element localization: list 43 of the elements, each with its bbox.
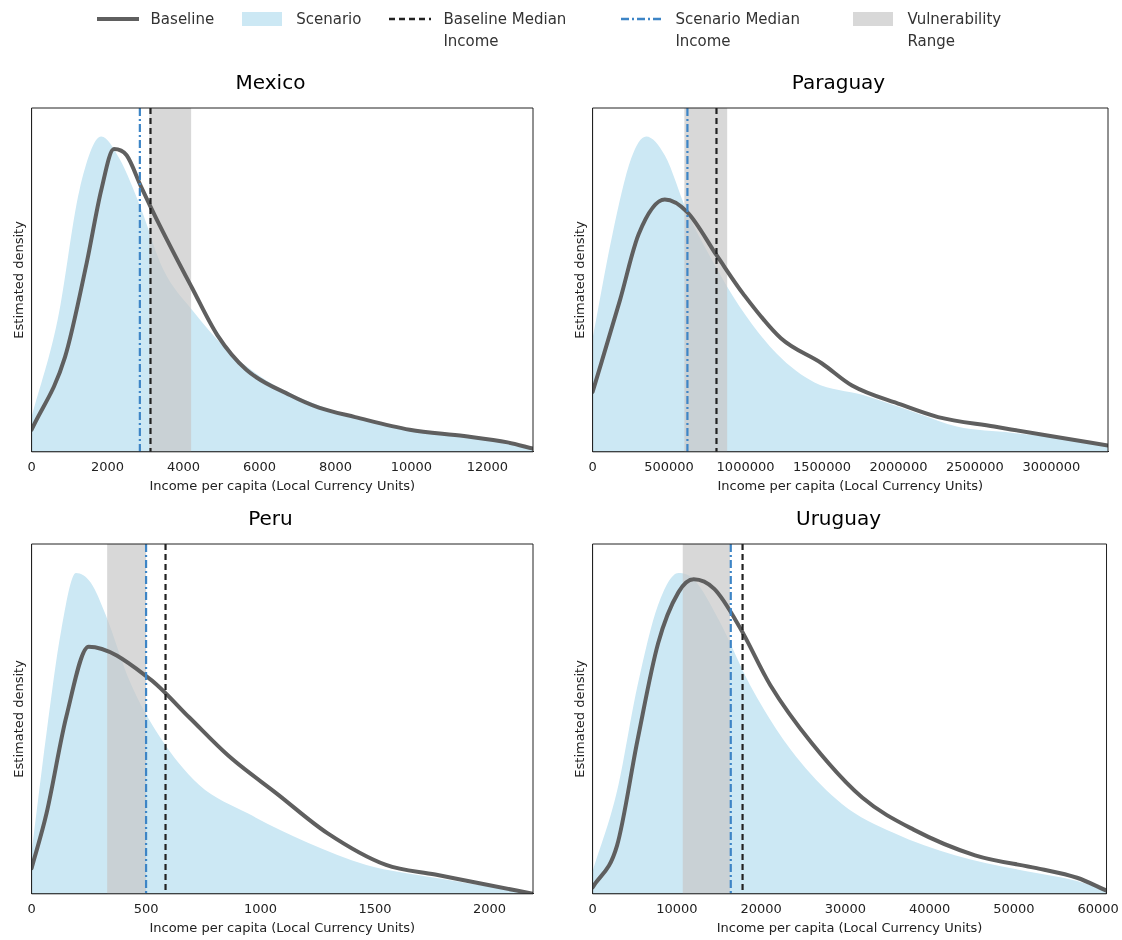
x-tick-label: 60000 [1077, 900, 1119, 916]
x-tick-label: 0 [27, 458, 36, 474]
legend-label: Vulnerability Range [907, 9, 1003, 52]
x-tick-label: 2000 [91, 458, 125, 474]
x-tick-label: 0 [27, 900, 36, 916]
chart-title: Peru [248, 506, 293, 531]
x-tick-label: 0 [588, 458, 597, 474]
y-axis-title: Estimated density [11, 220, 27, 339]
x-tick-label: 500 [133, 900, 159, 916]
legend-label: Scenario Median Income [675, 9, 801, 52]
y-axis-title: Estimated density [11, 659, 27, 778]
x-tick-label: 10000 [656, 900, 698, 916]
x-tick-label: 4000 [166, 458, 201, 474]
x-tick-label: 3000000 [1022, 458, 1081, 474]
chart-title: Paraguay [791, 70, 886, 95]
x-tick-label: 0 [588, 900, 597, 916]
x-tick-label: 1500 [358, 900, 392, 916]
x-tick-label: 6000 [242, 458, 277, 474]
x-tick-label: 1000000 [716, 458, 775, 474]
x-tick-label: 12000 [466, 458, 509, 474]
x-tick-label: 10000 [390, 458, 433, 474]
x-tick-label: 500000 [644, 458, 694, 474]
x-axis-title: Income per capita (Local Currency Units) [717, 477, 984, 493]
x-axis-title: Income per capita (Local Currency Units) [149, 477, 416, 493]
x-tick-label: 1500000 [793, 458, 851, 474]
x-tick-label: 2000000 [869, 458, 928, 474]
x-tick-label: 8000 [318, 458, 353, 474]
x-tick-label: 40000 [908, 900, 951, 916]
chart-title: Mexico [235, 70, 306, 95]
x-tick-label: 1000 [244, 900, 278, 916]
x-tick-label: 20000 [740, 900, 782, 916]
legend-label: Baseline [150, 9, 215, 30]
x-tick-label: 50000 [993, 900, 1035, 916]
y-axis-title: Estimated density [572, 220, 588, 339]
legend-label: Scenario [296, 9, 362, 30]
x-tick-label: 2500000 [945, 458, 1004, 474]
x-tick-label: 30000 [824, 900, 867, 916]
x-axis-title: Income per capita (Local Currency Units) [716, 919, 983, 935]
x-axis-title: Income per capita (Local Currency Units) [149, 919, 416, 935]
legend-label: Baseline Median Income [443, 9, 568, 52]
x-tick-label: 2000 [472, 900, 507, 916]
y-axis-title: Estimated density [572, 659, 588, 778]
chart-title: Uruguay [796, 506, 882, 531]
